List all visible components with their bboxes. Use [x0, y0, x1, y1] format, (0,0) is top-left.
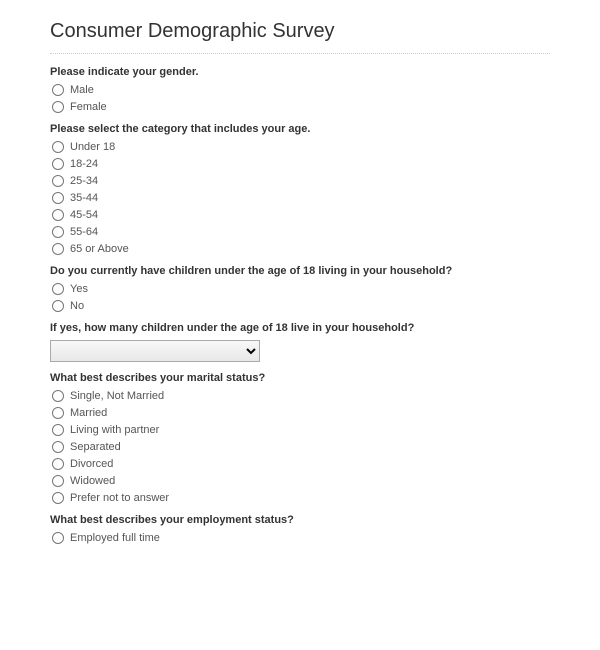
marital-radio-5[interactable] — [52, 475, 64, 487]
age-radio-5[interactable] — [52, 226, 64, 238]
marital-label-1: Married — [70, 407, 107, 419]
gender-radio-female[interactable] — [52, 101, 64, 113]
marital-radio-3[interactable] — [52, 441, 64, 453]
age-option-2[interactable]: 25-34 — [50, 175, 550, 187]
age-label-1: 18-24 — [70, 158, 98, 170]
employment-option-0[interactable]: Employed full time — [50, 532, 550, 544]
marital-option-1[interactable]: Married — [50, 407, 550, 419]
age-label-0: Under 18 — [70, 141, 115, 153]
age-label-3: 35-44 — [70, 192, 98, 204]
age-radio-1[interactable] — [52, 158, 64, 170]
marital-question: What best describes your marital status? — [50, 372, 550, 384]
marital-option-5[interactable]: Widowed — [50, 475, 550, 487]
marital-option-6[interactable]: Prefer not to answer — [50, 492, 550, 504]
marital-radio-4[interactable] — [52, 458, 64, 470]
age-radio-2[interactable] — [52, 175, 64, 187]
marital-label-4: Divorced — [70, 458, 113, 470]
age-option-0[interactable]: Under 18 — [50, 141, 550, 153]
age-radio-3[interactable] — [52, 192, 64, 204]
age-option-6[interactable]: 65 or Above — [50, 243, 550, 255]
marital-option-4[interactable]: Divorced — [50, 458, 550, 470]
marital-radio-6[interactable] — [52, 492, 64, 504]
marital-label-6: Prefer not to answer — [70, 492, 169, 504]
marital-label-0: Single, Not Married — [70, 390, 164, 402]
children-option-yes[interactable]: Yes — [50, 283, 550, 295]
gender-option-male[interactable]: Male — [50, 84, 550, 96]
children-count-select[interactable] — [50, 340, 260, 362]
age-label-4: 45-54 — [70, 209, 98, 221]
age-label-2: 25-34 — [70, 175, 98, 187]
gender-option-female[interactable]: Female — [50, 101, 550, 113]
age-question: Please select the category that includes… — [50, 123, 550, 135]
marital-option-3[interactable]: Separated — [50, 441, 550, 453]
children-option-no[interactable]: No — [50, 300, 550, 312]
age-option-4[interactable]: 45-54 — [50, 209, 550, 221]
children-count-question: If yes, how many children under the age … — [50, 322, 550, 334]
employment-radio-0[interactable] — [52, 532, 64, 544]
age-radio-6[interactable] — [52, 243, 64, 255]
children-count-select-wrap — [50, 340, 550, 362]
marital-label-2: Living with partner — [70, 424, 159, 436]
age-radio-4[interactable] — [52, 209, 64, 221]
children-radio-no[interactable] — [52, 300, 64, 312]
children-question: Do you currently have children under the… — [50, 265, 550, 277]
gender-question: Please indicate your gender. — [50, 66, 550, 78]
gender-label-male: Male — [70, 84, 94, 96]
gender-label-female: Female — [70, 101, 107, 113]
marital-label-3: Separated — [70, 441, 121, 453]
employment-question: What best describes your employment stat… — [50, 514, 550, 526]
title-divider — [50, 53, 550, 54]
age-option-3[interactable]: 35-44 — [50, 192, 550, 204]
survey-container: Consumer Demographic Survey Please indic… — [0, 0, 600, 569]
marital-radio-2[interactable] — [52, 424, 64, 436]
marital-label-5: Widowed — [70, 475, 115, 487]
age-label-5: 55-64 — [70, 226, 98, 238]
marital-radio-0[interactable] — [52, 390, 64, 402]
gender-radio-male[interactable] — [52, 84, 64, 96]
age-label-6: 65 or Above — [70, 243, 129, 255]
age-radio-0[interactable] — [52, 141, 64, 153]
marital-option-0[interactable]: Single, Not Married — [50, 390, 550, 402]
survey-title: Consumer Demographic Survey — [50, 20, 550, 43]
marital-option-2[interactable]: Living with partner — [50, 424, 550, 436]
employment-label-0: Employed full time — [70, 532, 160, 544]
age-option-5[interactable]: 55-64 — [50, 226, 550, 238]
marital-radio-1[interactable] — [52, 407, 64, 419]
children-label-no: No — [70, 300, 84, 312]
children-label-yes: Yes — [70, 283, 88, 295]
children-radio-yes[interactable] — [52, 283, 64, 295]
age-option-1[interactable]: 18-24 — [50, 158, 550, 170]
